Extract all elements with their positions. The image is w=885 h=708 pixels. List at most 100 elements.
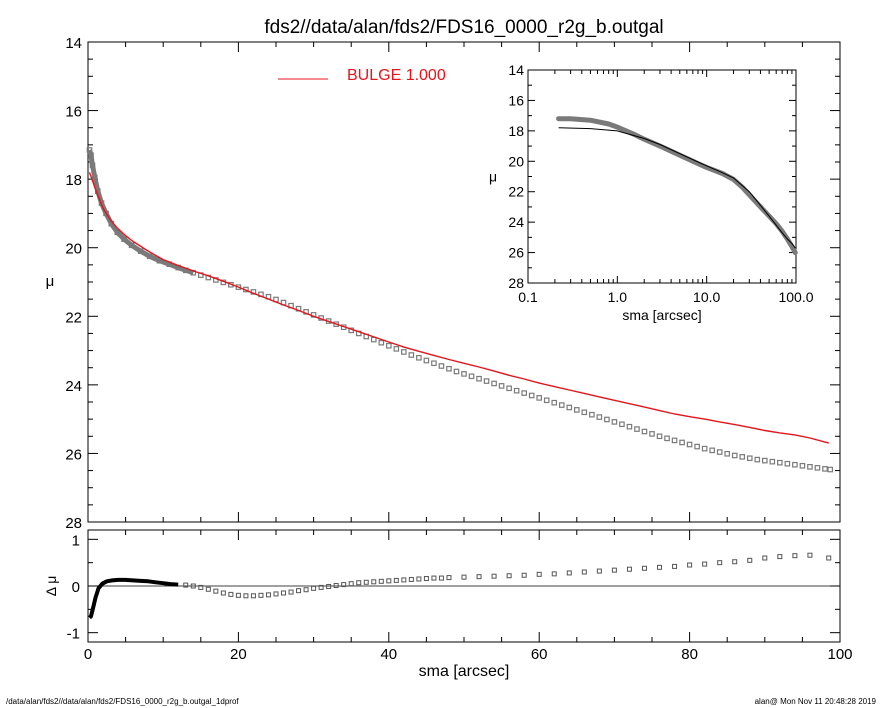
main-data-point bbox=[671, 437, 678, 444]
main-data-point bbox=[476, 375, 482, 382]
main-data-point bbox=[386, 342, 392, 349]
residual-x-tick-label: 80 bbox=[681, 646, 698, 663]
inset-x-tick-label: 100.0 bbox=[778, 289, 813, 305]
footer-file-path: /data/alan/fds2//data/alan/fds2/FDS16_00… bbox=[6, 697, 239, 706]
inset-y-tick-label: 26 bbox=[508, 245, 524, 261]
residual-data-point bbox=[566, 570, 572, 576]
main-data-point bbox=[408, 352, 415, 358]
residual-data-point bbox=[348, 581, 354, 587]
residual-data-point bbox=[581, 569, 587, 575]
residual-data-point bbox=[401, 577, 407, 583]
residual-y-tick-label: -1 bbox=[67, 626, 80, 643]
residual-x-tick-label: 60 bbox=[531, 646, 548, 663]
residual-data-point bbox=[213, 588, 219, 594]
residual-y-tick-label: 1 bbox=[72, 532, 80, 549]
main-data-point bbox=[431, 360, 437, 367]
residual-data-point bbox=[717, 560, 723, 566]
main-data-point bbox=[573, 407, 580, 413]
main-y-tick-label: 16 bbox=[65, 104, 82, 121]
main-data-point bbox=[611, 419, 618, 425]
residual-data-point bbox=[536, 571, 542, 577]
main-data-point bbox=[378, 339, 385, 346]
main-data-point bbox=[416, 354, 422, 361]
main-data-point bbox=[543, 397, 550, 404]
main-y-tick-label: 28 bbox=[65, 515, 82, 532]
residual-data-point bbox=[326, 583, 332, 589]
inset-y-axis-label: μ bbox=[489, 169, 497, 185]
residual-data-point bbox=[423, 576, 429, 582]
main-data-point bbox=[664, 435, 670, 442]
main-data-point bbox=[754, 456, 761, 463]
main-data-point bbox=[491, 380, 497, 387]
main-y-tick-label: 24 bbox=[65, 378, 82, 395]
main-data-point bbox=[679, 439, 685, 446]
residual-data-point bbox=[461, 574, 467, 580]
main-data-point bbox=[784, 460, 791, 467]
main-y-tick-label: 22 bbox=[65, 309, 82, 326]
main-y-tick-label: 18 bbox=[65, 172, 82, 189]
main-data-point bbox=[799, 462, 806, 469]
main-data-point bbox=[498, 383, 505, 389]
main-data-point bbox=[596, 414, 603, 420]
main-y-tick-label: 20 bbox=[65, 241, 82, 258]
main-data-point bbox=[589, 411, 595, 418]
inset-x-tick-label: 0.1 bbox=[518, 289, 538, 305]
residual-data-point bbox=[446, 575, 452, 581]
main-data-point bbox=[814, 465, 821, 471]
residual-data-point bbox=[371, 579, 377, 585]
residual-data-point bbox=[431, 575, 437, 581]
residual-data-point bbox=[311, 585, 317, 591]
residual-data-point bbox=[183, 582, 189, 588]
main-data-point bbox=[792, 461, 798, 468]
residual-data-point bbox=[265, 592, 271, 598]
inset-y-tick-label: 20 bbox=[508, 153, 524, 169]
residual-data-point bbox=[235, 592, 241, 598]
residual-data-point bbox=[356, 580, 362, 586]
inset-y-tick-label: 18 bbox=[508, 123, 524, 139]
inset-data-curve bbox=[556, 116, 798, 256]
residual-data-point bbox=[303, 587, 309, 593]
main-data-point bbox=[551, 399, 558, 406]
residual-x-tick-label: 100 bbox=[827, 646, 852, 663]
residual-data-point bbox=[596, 568, 602, 574]
main-bulge-model-line bbox=[88, 172, 829, 444]
main-data-point bbox=[506, 385, 512, 392]
main-data-point bbox=[235, 284, 242, 290]
main-data-point bbox=[724, 450, 731, 457]
residual-data-point bbox=[296, 588, 302, 594]
main-data-point bbox=[641, 428, 648, 435]
main-data-point bbox=[528, 392, 535, 399]
residual-x-axis-label: sma [arcsec] bbox=[419, 663, 510, 680]
residual-data-point bbox=[747, 557, 753, 563]
residual-data-point bbox=[687, 562, 693, 568]
residual-x-tick-label: 20 bbox=[230, 646, 247, 663]
residual-dense-curve bbox=[88, 577, 179, 620]
main-data-point bbox=[769, 458, 776, 465]
main-data-point bbox=[521, 390, 527, 396]
inset-y-tick-label: 24 bbox=[508, 214, 524, 230]
residual-data-point bbox=[205, 586, 211, 592]
residual-data-point bbox=[198, 584, 204, 590]
main-data-point bbox=[581, 409, 588, 416]
residual-data-point bbox=[220, 590, 226, 596]
inset-y-tick-label: 16 bbox=[508, 92, 524, 108]
main-data-point bbox=[468, 373, 475, 380]
residual-data-point bbox=[363, 579, 369, 585]
residual-data-point bbox=[228, 591, 234, 597]
residual-data-point bbox=[386, 578, 392, 584]
main-data-point bbox=[807, 464, 813, 470]
inset-x-tick-label: 1.0 bbox=[608, 289, 628, 305]
inset-chart-panel: 14 16 18 20 22 24 26 280.1 1.0 10.0 100.0 sma [arcs… bbox=[489, 62, 814, 327]
residual-data-point bbox=[341, 582, 347, 588]
residual-y-axis-label: Δ μ bbox=[43, 576, 59, 597]
main-y-axis-label: μ bbox=[46, 273, 55, 290]
main-data-point bbox=[777, 459, 783, 466]
main-y-tick-label: 26 bbox=[65, 446, 82, 463]
main-data-point bbox=[822, 466, 828, 472]
main-data-point bbox=[558, 402, 565, 408]
residual-y-tick-label: 0 bbox=[72, 579, 80, 596]
footer-user-timestamp: alan@ Mon Nov 11 20:48:28 2019 bbox=[755, 697, 877, 706]
residual-data-point bbox=[672, 563, 678, 569]
residual-data-point bbox=[807, 552, 813, 558]
